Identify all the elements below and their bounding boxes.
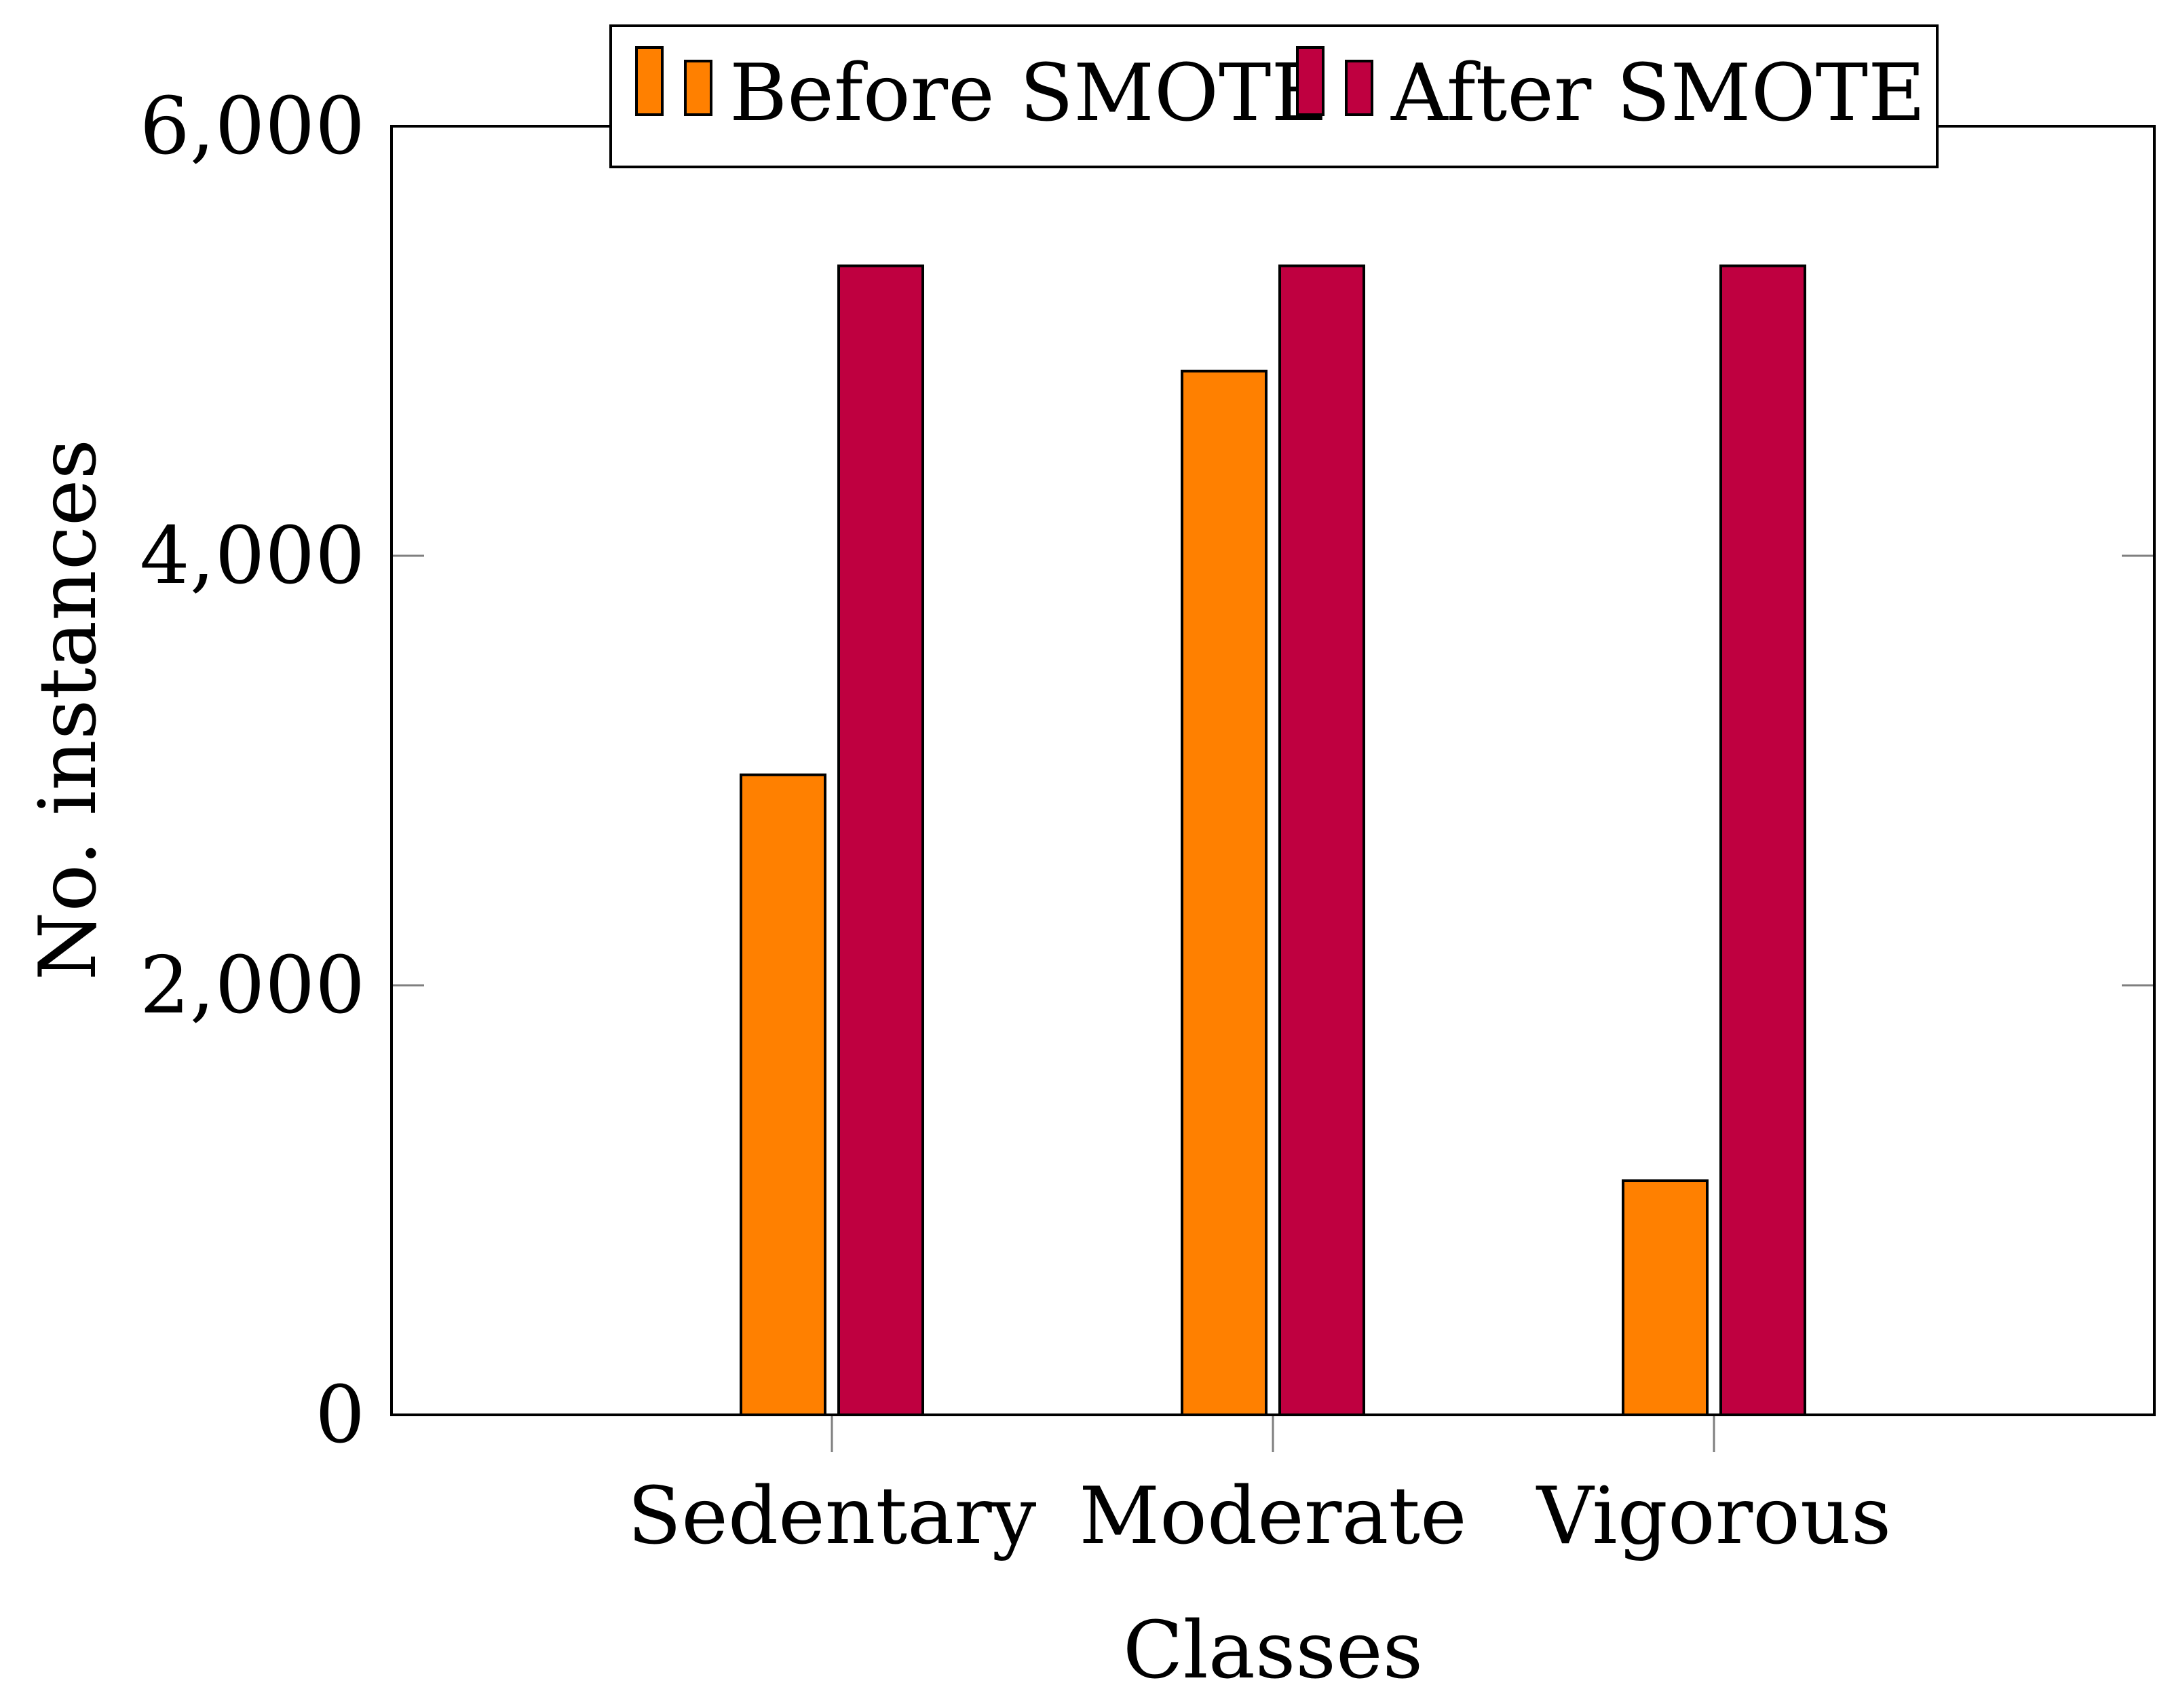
y-tick-label: 2,000 — [140, 940, 365, 1031]
legend-box — [609, 24, 1939, 168]
legend-swatch-before-1 — [635, 46, 664, 116]
y-tick-labels: 0 2,000 4,000 6,000 — [140, 81, 365, 1461]
bar-before-smote-vigorous — [1622, 1179, 1709, 1416]
legend-entry-after-smote: After SMOTE — [1296, 46, 1926, 139]
bar-before-smote-moderate — [1181, 369, 1268, 1416]
x-axis-title: Classes — [1123, 1605, 1423, 1696]
y-tick-label: 4,000 — [140, 510, 365, 602]
x-tick-label-vigorous: Vigorous — [1536, 1470, 1891, 1562]
plot-frame — [390, 125, 2156, 1416]
bar-after-smote-vigorous — [1719, 264, 1806, 1417]
bar-after-smote-moderate — [1278, 264, 1365, 1417]
x-tick-labels: Sedentary Moderate Vigorous — [628, 1470, 1891, 1562]
y-tick-label: 0 — [315, 1369, 365, 1461]
legend-label-after-smote: After SMOTE — [1390, 48, 1926, 139]
legend-swatch-after-1 — [1296, 46, 1325, 116]
legend-swatch-after-2 — [1345, 60, 1373, 116]
legend-label-before-smote: Before SMOTE — [729, 48, 1329, 139]
y-tick-label: 6,000 — [140, 81, 365, 172]
x-tick-label-moderate: Moderate — [1079, 1470, 1466, 1562]
y-axis-title: No. instances — [22, 439, 114, 981]
bar-after-smote-sedentary — [837, 264, 924, 1417]
x-tick-label-sedentary: Sedentary — [628, 1470, 1037, 1562]
bars-group — [740, 264, 1806, 1417]
legend-swatch-before-2 — [684, 60, 712, 116]
legend: Before SMOTE After SMOTE — [609, 24, 1939, 168]
ticks-group — [392, 554, 2154, 1452]
legend-entry-before-smote: Before SMOTE — [635, 46, 1329, 139]
bar-before-smote-sedentary — [740, 773, 826, 1416]
